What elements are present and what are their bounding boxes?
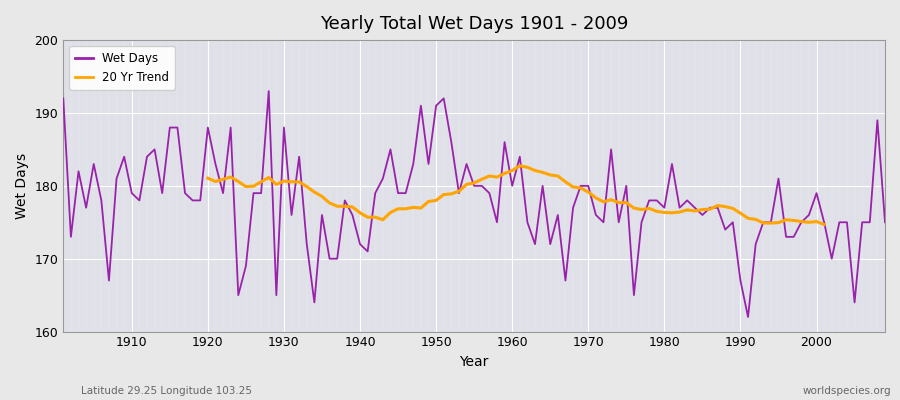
Text: Latitude 29.25 Longitude 103.25: Latitude 29.25 Longitude 103.25	[81, 386, 252, 396]
Y-axis label: Wet Days: Wet Days	[15, 153, 29, 219]
Legend: Wet Days, 20 Yr Trend: Wet Days, 20 Yr Trend	[69, 46, 176, 90]
X-axis label: Year: Year	[460, 355, 489, 369]
Text: worldspecies.org: worldspecies.org	[803, 386, 891, 396]
Title: Yearly Total Wet Days 1901 - 2009: Yearly Total Wet Days 1901 - 2009	[320, 15, 628, 33]
